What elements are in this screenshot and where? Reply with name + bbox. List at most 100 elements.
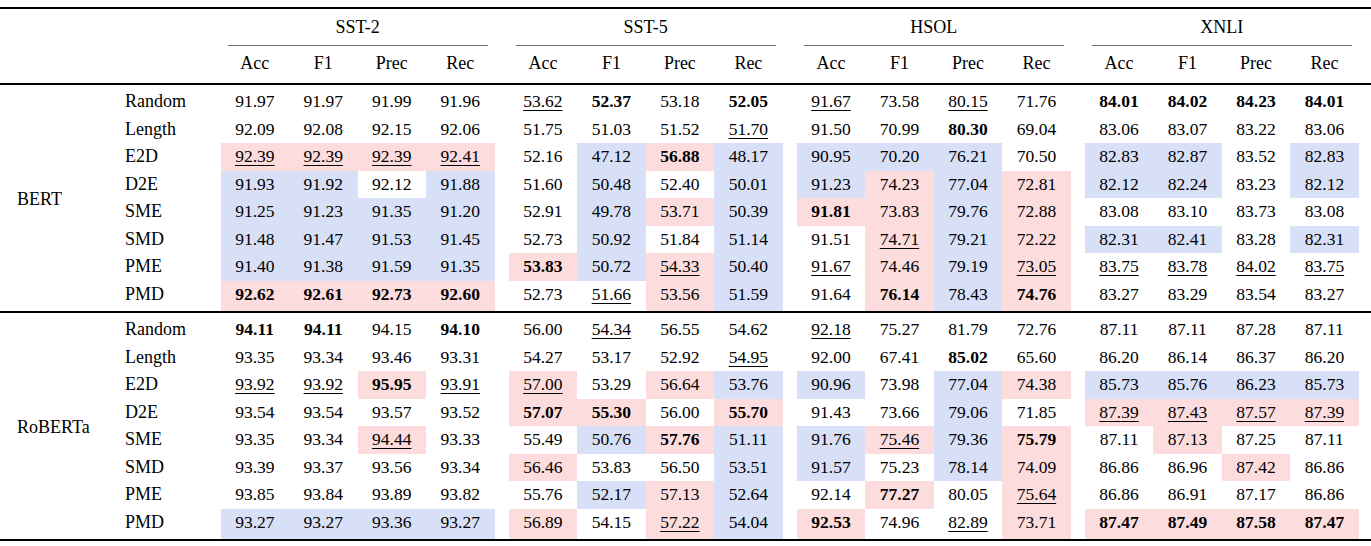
group-spacer xyxy=(783,481,797,509)
group-spacer xyxy=(495,116,509,144)
score-cell: 55.49 xyxy=(509,426,577,454)
score-cell: 86.86 xyxy=(1085,481,1153,509)
score-cell: 87.49 xyxy=(1153,509,1221,541)
score-cell: 94.15 xyxy=(358,312,426,344)
score-cell: 52.73 xyxy=(509,281,577,313)
score-cell: 51.75 xyxy=(509,116,577,144)
metric-column-header-acc: Acc xyxy=(1085,46,1153,84)
group-spacer xyxy=(1071,344,1085,372)
score-cell: 52.16 xyxy=(509,143,577,171)
score-cell: 87.11 xyxy=(1153,312,1221,344)
score-cell: 91.51 xyxy=(797,226,865,254)
group-spacer xyxy=(1359,143,1371,171)
score-cell: 86.91 xyxy=(1153,481,1221,509)
score-cell: 55.76 xyxy=(509,481,577,509)
score-cell: 51.59 xyxy=(714,281,783,313)
model-section-roberta: RoBERTaRandom94.1194.1194.1594.1056.0054… xyxy=(0,312,1371,540)
score-cell: 87.17 xyxy=(1222,481,1290,509)
score-cell: 52.17 xyxy=(577,481,645,509)
score-cell: 91.50 xyxy=(797,116,865,144)
score-cell: 91.67 xyxy=(797,84,865,116)
score-cell: 92.14 xyxy=(797,481,865,509)
score-cell: 50.72 xyxy=(577,253,645,281)
score-cell: 70.20 xyxy=(865,143,933,171)
score-cell: 83.73 xyxy=(1222,198,1290,226)
score-cell: 57.76 xyxy=(646,426,714,454)
score-cell: 79.21 xyxy=(934,226,1002,254)
score-cell: 83.06 xyxy=(1290,116,1358,144)
score-cell: 52.91 xyxy=(509,198,577,226)
score-cell: 57.00 xyxy=(509,371,577,399)
table-row: PME93.8593.8493.8993.8255.7652.1757.1352… xyxy=(0,481,1371,509)
group-spacer xyxy=(1359,344,1371,372)
score-cell: 83.10 xyxy=(1153,198,1221,226)
score-cell: 57.13 xyxy=(646,481,714,509)
score-cell: 91.45 xyxy=(426,226,495,254)
group-spacer xyxy=(783,281,797,313)
score-cell: 93.27 xyxy=(221,509,289,541)
group-spacer xyxy=(1071,226,1085,254)
score-cell: 83.27 xyxy=(1290,281,1358,313)
metric-column-header-acc: Acc xyxy=(797,46,865,84)
metric-column-header-f1: F1 xyxy=(577,46,645,84)
score-cell: 77.04 xyxy=(934,171,1002,199)
score-cell: 91.67 xyxy=(797,253,865,281)
group-spacer xyxy=(1359,399,1371,427)
group-spacer xyxy=(495,198,509,226)
score-cell: 92.62 xyxy=(221,281,289,313)
score-cell: 92.61 xyxy=(289,281,357,313)
header-corner xyxy=(0,8,221,46)
score-cell: 92.73 xyxy=(358,281,426,313)
metric-column-header-rec: Rec xyxy=(1002,46,1071,84)
score-cell: 78.43 xyxy=(934,281,1002,313)
score-cell: 85.02 xyxy=(934,344,1002,372)
score-cell: 51.03 xyxy=(577,116,645,144)
group-spacer xyxy=(495,8,509,46)
score-cell: 83.22 xyxy=(1222,116,1290,144)
score-cell: 94.44 xyxy=(358,426,426,454)
group-spacer xyxy=(1359,312,1371,344)
score-cell: 87.11 xyxy=(1290,312,1358,344)
score-cell: 82.41 xyxy=(1153,226,1221,254)
score-cell: 91.40 xyxy=(221,253,289,281)
score-cell: 56.00 xyxy=(509,312,577,344)
method-label: SME xyxy=(125,198,221,226)
table-row: E2D93.9293.9295.9593.9157.0053.2956.6453… xyxy=(0,371,1371,399)
method-label: E2D xyxy=(125,371,221,399)
score-cell: 72.88 xyxy=(1002,198,1071,226)
table-row: SME93.3593.3494.4493.3355.4950.7657.7651… xyxy=(0,426,1371,454)
score-cell: 91.64 xyxy=(797,281,865,313)
score-cell: 74.46 xyxy=(865,253,933,281)
metric-column-header-rec: Rec xyxy=(1290,46,1358,84)
model-label: RoBERTa xyxy=(0,312,125,540)
score-cell: 82.12 xyxy=(1290,171,1358,199)
score-cell: 93.34 xyxy=(289,344,357,372)
group-spacer xyxy=(783,226,797,254)
method-label: SMD xyxy=(125,454,221,482)
table-row: BERTRandom91.9791.9791.9991.9653.6252.37… xyxy=(0,84,1371,116)
score-cell: 79.76 xyxy=(934,198,1002,226)
score-cell: 86.23 xyxy=(1222,371,1290,399)
score-cell: 53.56 xyxy=(646,281,714,313)
score-cell: 91.38 xyxy=(289,253,357,281)
score-cell: 95.95 xyxy=(358,371,426,399)
score-cell: 50.92 xyxy=(577,226,645,254)
score-cell: 80.05 xyxy=(934,481,1002,509)
score-cell: 57.07 xyxy=(509,399,577,427)
score-cell: 87.47 xyxy=(1085,509,1153,541)
score-cell: 56.64 xyxy=(646,371,714,399)
score-cell: 54.95 xyxy=(714,344,783,372)
score-cell: 91.97 xyxy=(221,84,289,116)
score-cell: 71.85 xyxy=(1002,399,1071,427)
score-cell: 82.24 xyxy=(1153,171,1221,199)
score-cell: 85.73 xyxy=(1085,371,1153,399)
group-spacer xyxy=(1359,253,1371,281)
metric-column-header-f1: F1 xyxy=(865,46,933,84)
group-spacer xyxy=(495,371,509,399)
score-cell: 86.37 xyxy=(1222,344,1290,372)
table-row: PMD92.6292.6192.7392.6052.7351.6653.5651… xyxy=(0,281,1371,313)
score-cell: 91.25 xyxy=(221,198,289,226)
score-cell: 52.64 xyxy=(714,481,783,509)
group-spacer xyxy=(495,226,509,254)
score-cell: 50.01 xyxy=(714,171,783,199)
